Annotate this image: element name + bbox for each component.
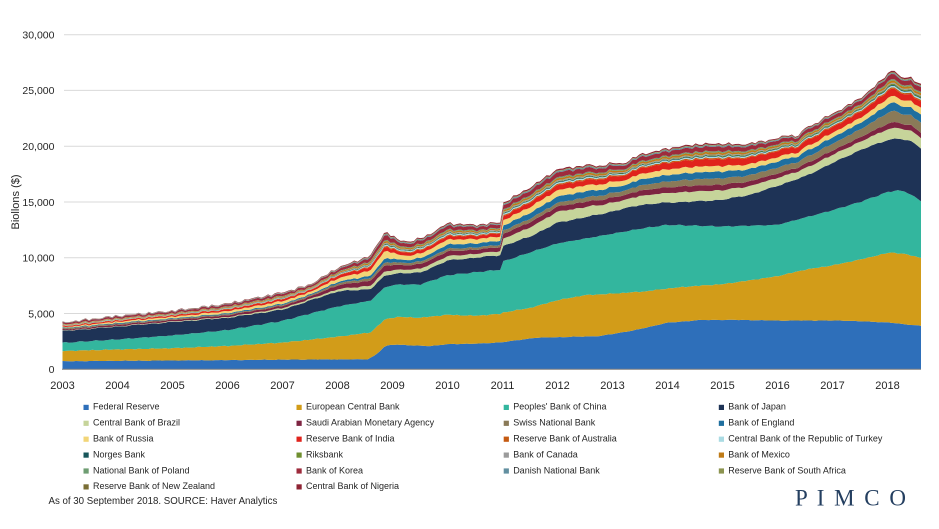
svg-text:2008: 2008 xyxy=(325,380,349,392)
svg-text:As of 30 September 2018. SOURC: As of 30 September 2018. SOURCE: Haver A… xyxy=(49,496,278,507)
svg-text:25,000: 25,000 xyxy=(22,85,54,97)
svg-text:Peoples' Bank of China: Peoples' Bank of China xyxy=(513,402,606,412)
svg-text:15,000: 15,000 xyxy=(22,197,54,209)
svg-text:Central Bank of the Republic o: Central Bank of the Republic of Turkey xyxy=(728,434,883,444)
svg-text:2015: 2015 xyxy=(710,380,734,392)
svg-text:Reserve Bank of New Zealand: Reserve Bank of New Zealand xyxy=(93,481,215,491)
svg-text:P I M C O: P I M C O xyxy=(795,486,908,511)
svg-text:2011: 2011 xyxy=(491,380,515,392)
svg-text:2005: 2005 xyxy=(160,380,184,392)
svg-text:Reserve Bank of Australia: Reserve Bank of Australia xyxy=(513,434,617,444)
svg-text:Biollons ($): Biollons ($) xyxy=(10,174,22,229)
svg-text:2010: 2010 xyxy=(435,380,459,392)
svg-text:2007: 2007 xyxy=(270,380,294,392)
svg-text:Swiss National Bank: Swiss National Bank xyxy=(513,418,596,428)
svg-text:Central Bank of Nigeria: Central Bank of Nigeria xyxy=(306,481,399,491)
svg-text:Bank of Korea: Bank of Korea xyxy=(306,465,363,475)
svg-text:2012: 2012 xyxy=(545,380,569,392)
svg-text:5,000: 5,000 xyxy=(28,308,54,320)
svg-text:30,000: 30,000 xyxy=(22,30,54,42)
svg-text:Danish National Bank: Danish National Bank xyxy=(513,465,600,475)
svg-text:Saudi Arabian Monetary Agency: Saudi Arabian Monetary Agency xyxy=(306,418,435,428)
svg-text:Bank of England: Bank of England xyxy=(728,418,794,428)
svg-text:Bank of Canada: Bank of Canada xyxy=(513,449,578,459)
svg-text:2014: 2014 xyxy=(655,380,679,392)
svg-text:2013: 2013 xyxy=(600,380,624,392)
svg-text:Norges Bank: Norges Bank xyxy=(93,449,146,459)
svg-text:0: 0 xyxy=(49,364,55,376)
svg-text:Reserve Bank of South Africa: Reserve Bank of South Africa xyxy=(728,465,846,475)
svg-text:2004: 2004 xyxy=(105,380,129,392)
svg-text:European Central Bank: European Central Bank xyxy=(306,402,400,412)
svg-text:2018: 2018 xyxy=(875,380,899,392)
svg-text:National Bank of Poland: National Bank of Poland xyxy=(93,465,190,475)
svg-text:2016: 2016 xyxy=(765,380,789,392)
svg-text:Riksbank: Riksbank xyxy=(306,449,344,459)
svg-text:Bank of Mexico: Bank of Mexico xyxy=(728,449,790,459)
svg-text:Bank of Russia: Bank of Russia xyxy=(93,434,154,444)
svg-text:Federal Reserve: Federal Reserve xyxy=(93,402,160,412)
svg-text:10,000: 10,000 xyxy=(22,253,54,265)
svg-text:Reserve Bank of India: Reserve Bank of India xyxy=(306,434,395,444)
svg-text:Central Bank of Brazil: Central Bank of Brazil xyxy=(93,418,180,428)
svg-text:Bank of Japan: Bank of Japan xyxy=(728,402,786,412)
svg-text:2003: 2003 xyxy=(50,380,74,392)
svg-text:2017: 2017 xyxy=(820,380,844,392)
svg-text:2009: 2009 xyxy=(380,380,404,392)
svg-text:20,000: 20,000 xyxy=(22,141,54,153)
svg-text:2006: 2006 xyxy=(215,380,239,392)
